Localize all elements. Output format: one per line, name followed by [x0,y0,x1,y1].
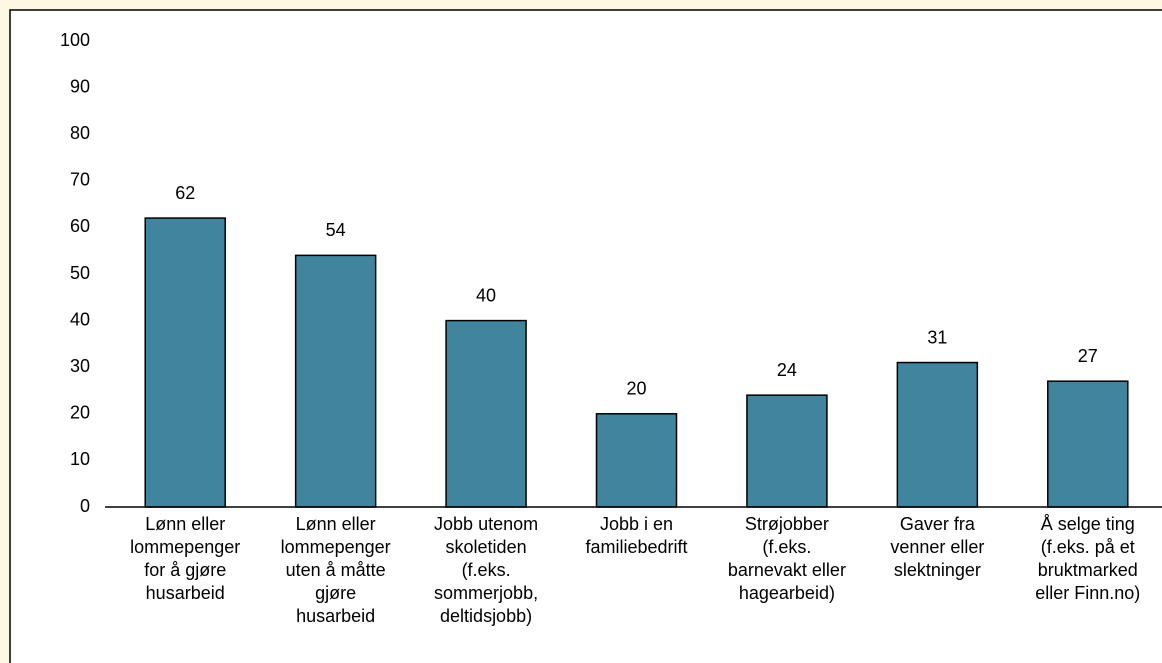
x-tick-label: Gaver fra venner eller slektninger [890,514,984,580]
y-tick-label: 30 [70,356,90,376]
data-label: 40 [476,285,496,305]
y-tick-label: 100 [60,30,90,50]
data-label: 24 [777,360,797,380]
bar [445,319,527,508]
bar [144,217,226,508]
data-label: 27 [1078,346,1098,366]
y-tick-label: 20 [70,403,90,423]
y-tick-label: 0 [80,496,90,516]
bar [746,394,828,508]
y-tick-label: 60 [70,216,90,236]
x-tick-label: Strøjobber (f.eks. barnevakt eller hagearbe… [728,514,846,603]
data-label: 54 [326,220,346,240]
bar [595,413,678,508]
x-tick-label: Lønn eller lommepenger for å gjøre husarbei… [130,514,240,603]
y-tick-label: 10 [70,449,90,469]
data-label: 62 [175,183,195,203]
y-tick-label: 80 [70,123,90,143]
x-tick-label: Jobb i en familiebedrift [585,514,687,557]
x-tick-label: Lønn eller lommepenger uten å måtte gjøre hu… [281,514,391,626]
data-label: 31 [927,327,947,347]
y-tick-label: 40 [70,309,90,329]
y-tick-label: 50 [70,263,90,283]
bar [1047,380,1129,508]
y-tick-label: 70 [70,170,90,190]
x-tick-label: Å selge ting (f.eks. på et bruktmarked elle… [1035,514,1140,603]
bar [896,361,979,508]
y-tick-label: 90 [70,76,90,96]
data-label: 20 [626,379,646,399]
x-tick-label: Jobb utenom skoletiden (f.eks. sommerjobb, d… [434,514,538,626]
bar [294,254,377,508]
